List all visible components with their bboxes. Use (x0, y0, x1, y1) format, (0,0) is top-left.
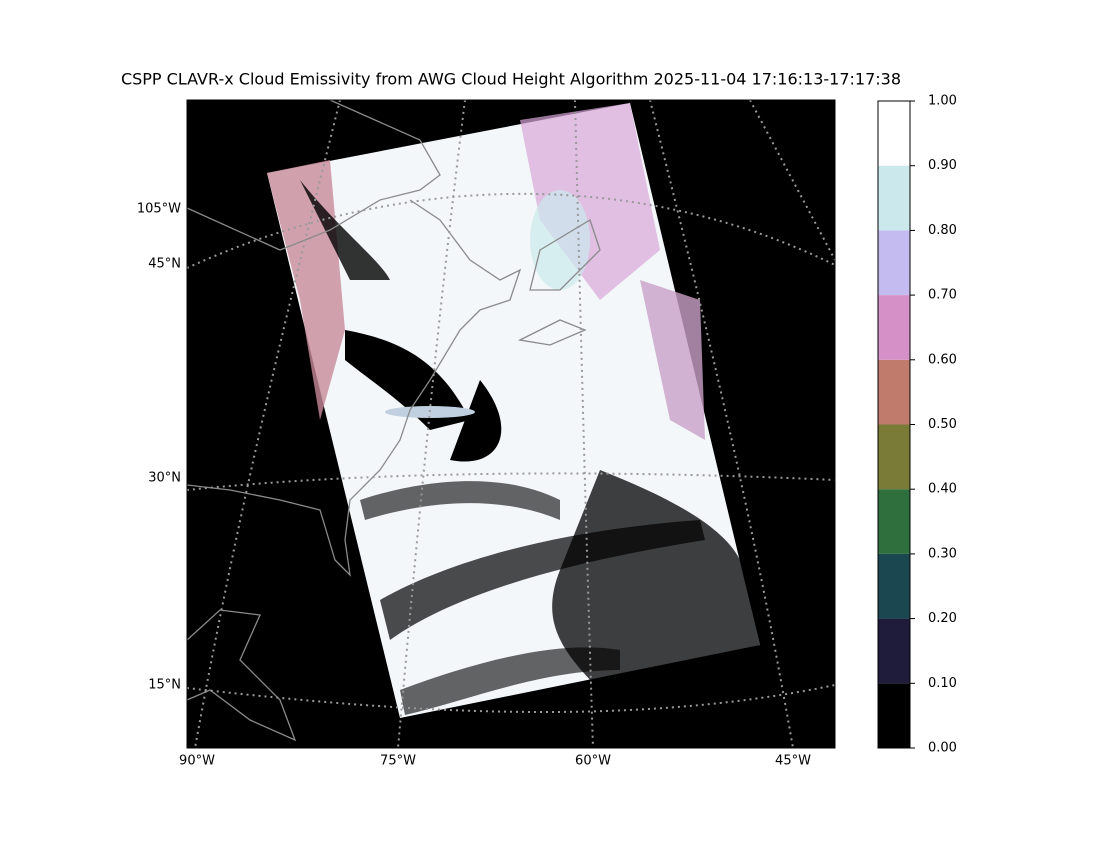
lon-label: 45°W (775, 754, 811, 769)
colorbar-tick-label: 0.60 (928, 352, 957, 367)
colorbar: 0.00 0.10 0.20 0.30 0.40 0.50 0.60 0.70 0.80 0.90… (877, 94, 957, 756)
colorbar-tick-label: 0.80 (928, 223, 957, 238)
graticule (187, 100, 835, 748)
colorbar-tick-label: 0.20 (928, 611, 957, 626)
colorbar-tick-label: 0.70 (928, 288, 957, 303)
colorbar-segment (878, 230, 910, 296)
colorbar-segment (878, 359, 910, 425)
colorbar-tick-label: 0.30 (928, 546, 957, 561)
cloud-texture (267, 103, 760, 715)
lat-label: 45°N (148, 257, 181, 272)
lon-label: 90°W (179, 754, 215, 769)
colorbar-segment (878, 165, 910, 231)
coastlines (187, 100, 601, 742)
lon-label: 60°W (575, 754, 611, 769)
map-frame (186, 99, 836, 749)
colorbar-segment (878, 489, 910, 554)
colorbar-tick-label: 0.40 (928, 482, 957, 497)
colorbar-segment (878, 683, 910, 748)
colorbar-tick-label: 0.50 (928, 417, 957, 432)
lat-label: 15°N (148, 678, 181, 693)
colorbar-segment (878, 101, 910, 166)
colorbar-segment (878, 553, 910, 619)
map: 105°W 45°N 30°N 15°N 90°W 75°W 60°W 45°W (137, 99, 836, 769)
colorbar-segment (878, 424, 910, 490)
colorbar-segment (878, 295, 910, 360)
lat-label: 30°N (148, 471, 181, 486)
colorbar-tick-label: 0.00 (928, 741, 957, 756)
colorbar-segment (878, 618, 910, 684)
colorbar-tick-label: 0.10 (928, 676, 957, 691)
title: CSPP CLAVR-x Cloud Emissivity from AWG C… (121, 70, 901, 89)
colorbar-tick-label: 1.00 (928, 94, 957, 109)
colorbar-tick-label: 0.90 (928, 158, 957, 173)
lon-label: 75°W (380, 754, 416, 769)
lat-label: 105°W (137, 202, 181, 217)
